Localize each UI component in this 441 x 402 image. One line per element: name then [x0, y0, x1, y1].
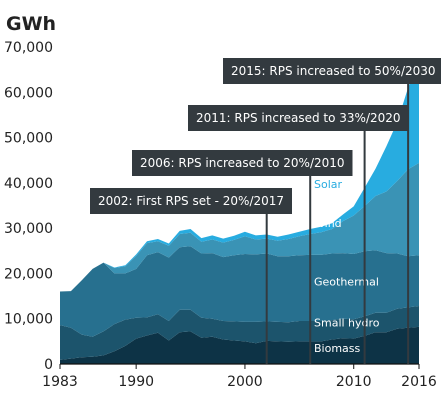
y-tick-label: 10,000	[4, 312, 53, 328]
x-tick-label: 2000	[227, 374, 263, 390]
series-label-geothermal: Geothermal	[314, 276, 379, 289]
area-geothermal	[60, 246, 419, 337]
area-biomass	[60, 326, 419, 364]
area-layers	[60, 58, 419, 364]
series-labels: Biomass Small hydro Geothermal Wind Solar	[314, 178, 380, 355]
annotation-box	[223, 58, 441, 84]
y-tick-label: 40,000	[4, 176, 53, 192]
annotations: 2002: First RPS set - 20%/2017 2006: RPS …	[90, 58, 441, 364]
x-tick-label: 2010	[336, 374, 372, 390]
y-tick-label: 20,000	[4, 266, 53, 282]
y-tick-label: 0	[44, 357, 53, 373]
x-axis: 1983 1990 2000 2010 2016	[42, 363, 437, 390]
series-label-small-hydro: Small hydro	[314, 317, 380, 330]
unit-label: GWh	[6, 13, 56, 35]
series-label-wind: Wind	[314, 217, 342, 230]
annotation-text: 2011: RPS increased to 33%/2020	[196, 111, 401, 125]
area-small-hydro	[60, 306, 419, 360]
y-tick-label: 30,000	[4, 221, 53, 237]
x-tick-label: 2016	[401, 374, 437, 390]
x-tick-label: 1983	[42, 374, 78, 390]
annotation-text: 2002: First RPS set - 20%/2017	[98, 194, 284, 208]
y-axis: 0 10,000 20,000 30,000 40,000 50,000 60,000 70,…	[4, 40, 53, 373]
annotation-box	[132, 150, 353, 176]
area-wind	[60, 162, 419, 292]
y-tick-label: 50,000	[4, 131, 53, 147]
y-tick-label: 60,000	[4, 85, 53, 101]
annotation-box	[90, 188, 292, 214]
annotation-box	[188, 105, 409, 131]
annotation-text: 2006: RPS increased to 20%/2010	[140, 156, 345, 170]
y-tick-label: 70,000	[4, 40, 53, 56]
series-label-biomass: Biomass	[314, 342, 361, 355]
series-label-solar: Solar	[314, 178, 343, 191]
x-tick-label: 1990	[118, 374, 154, 390]
annotation-text: 2015: RPS increased to 50%/2030	[231, 64, 436, 78]
